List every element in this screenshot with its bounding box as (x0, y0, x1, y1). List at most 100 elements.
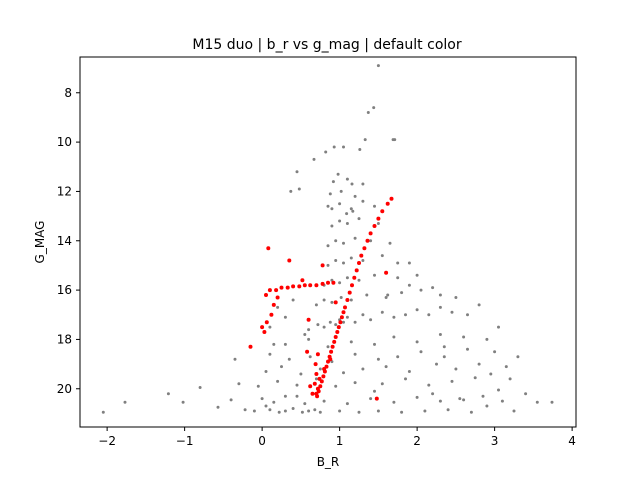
data-point (365, 238, 370, 243)
data-point (535, 400, 539, 404)
data-point (361, 259, 365, 262)
data-point (342, 261, 345, 265)
data-point (368, 231, 373, 236)
data-point (315, 352, 320, 357)
y-tick-label: 8 (64, 86, 72, 100)
data-point (438, 399, 442, 403)
data-point (330, 224, 334, 228)
data-point (331, 280, 336, 285)
data-point (550, 400, 554, 404)
data-point (415, 340, 419, 344)
data-point (477, 303, 481, 307)
data-point (400, 410, 404, 414)
data-point (338, 202, 342, 206)
data-point (466, 313, 469, 317)
data-point (295, 383, 299, 387)
data-point (338, 219, 342, 223)
data-point (305, 349, 310, 354)
data-point (508, 377, 512, 381)
data-point (361, 199, 365, 203)
data-point (271, 302, 276, 307)
data-point (357, 261, 361, 265)
data-point (431, 392, 435, 396)
data-point (291, 407, 295, 410)
series-1 (248, 196, 394, 401)
data-point (396, 355, 400, 359)
data-point (339, 296, 343, 299)
data-point (454, 296, 458, 299)
chart-title: M15 duo | b_r vs g_mag | default color (192, 37, 461, 53)
data-point (473, 376, 477, 380)
data-point (312, 157, 316, 161)
data-point (310, 391, 315, 396)
data-point (322, 325, 326, 329)
data-point (314, 303, 318, 307)
data-point (419, 288, 423, 292)
data-point (357, 278, 361, 282)
data-point (362, 246, 367, 251)
data-point (438, 333, 442, 336)
data-point (358, 148, 362, 151)
data-point (338, 281, 342, 285)
y-tick-label: 14 (57, 234, 72, 248)
data-point (229, 398, 233, 402)
data-point (322, 399, 326, 403)
data-point (328, 357, 333, 362)
data-point (264, 370, 268, 373)
data-point (415, 308, 419, 312)
data-point (477, 362, 481, 366)
data-point (307, 409, 311, 413)
data-point (252, 409, 256, 413)
plot-frame (79, 56, 577, 428)
data-point (268, 352, 272, 356)
data-point (353, 352, 357, 356)
data-point (384, 270, 389, 275)
data-point (349, 256, 353, 260)
data-point (338, 409, 342, 413)
x-tick-label: 4 (568, 434, 576, 448)
data-point (326, 280, 330, 285)
data-point (267, 288, 272, 293)
data-point (524, 392, 528, 396)
data-point (376, 216, 381, 221)
data-point (313, 362, 318, 367)
data-point (454, 367, 458, 371)
data-point (386, 293, 390, 297)
data-point (343, 305, 347, 310)
data-point (404, 377, 407, 381)
data-point (318, 367, 322, 371)
data-point (123, 400, 127, 404)
data-point (385, 201, 390, 206)
data-point (326, 244, 330, 248)
data-point (268, 325, 272, 329)
y-tick-label: 12 (57, 184, 72, 198)
y-tick-label: 10 (57, 135, 72, 149)
data-point (347, 290, 352, 295)
data-point (264, 404, 268, 408)
data-point (322, 298, 326, 302)
data-point (339, 315, 344, 320)
data-point (353, 381, 357, 385)
data-point (335, 330, 340, 334)
data-point (266, 246, 271, 251)
data-point (330, 300, 334, 304)
data-point (493, 350, 497, 354)
data-point (446, 408, 450, 412)
data-point (328, 320, 332, 324)
x-axis-label: B_R (317, 455, 340, 469)
data-point (314, 391, 319, 396)
data-point (276, 305, 280, 309)
data-point (384, 365, 388, 369)
y-axis-ticks: 8 10 12 14 16 18 20 (57, 86, 80, 396)
data-point (317, 376, 322, 381)
data-point (300, 410, 304, 414)
data-point (349, 207, 353, 211)
data-point (342, 145, 345, 149)
data-point (435, 362, 438, 366)
data-point (283, 394, 287, 398)
data-point (274, 288, 279, 293)
data-point (450, 379, 454, 383)
data-point (419, 350, 423, 354)
data-point (181, 400, 185, 404)
data-point (334, 259, 338, 262)
